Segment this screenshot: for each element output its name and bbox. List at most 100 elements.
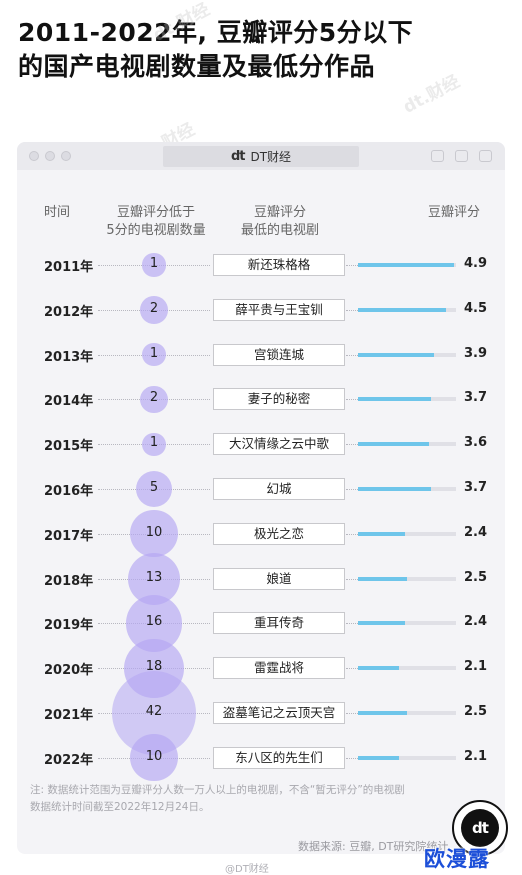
- row-leader-line: [346, 444, 358, 446]
- score-bar: [358, 711, 407, 715]
- score-bar-track: [358, 263, 456, 267]
- row-year-label: 2021年: [44, 708, 94, 723]
- lowest-drama-name: 极光之恋: [213, 522, 345, 545]
- score-bar: [358, 531, 406, 536]
- score-bar-track: [358, 755, 456, 760]
- count-bubble: [130, 734, 178, 782]
- row-year-label: 2017年: [44, 528, 94, 544]
- weibo-handle: @DT财经: [225, 864, 269, 875]
- score-bar-track: [358, 352, 456, 357]
- header-drama-line-2: 最低的电视剧: [240, 223, 319, 238]
- lowest-drama-name: 盗墓笔记之云顶天宫: [213, 702, 345, 724]
- row-leader-line: [346, 265, 358, 266]
- row-leader-line: [346, 668, 358, 670]
- dt-badge-logo: dt: [452, 800, 508, 856]
- window-dot-icon: [45, 151, 55, 161]
- score-bar-track: [358, 621, 456, 626]
- count-bubble: [140, 385, 168, 414]
- score-value: 4.5: [464, 300, 488, 316]
- header-count-line-1: 豆瓣评分低于: [116, 205, 195, 220]
- lowest-drama-name: 娘道: [213, 567, 345, 590]
- row-year-label: 2015年: [44, 439, 94, 455]
- address-bar: dt DT财经: [163, 146, 359, 167]
- count-bubble: [142, 253, 166, 277]
- count-value: 2: [149, 390, 159, 406]
- row-year-label: 2016年: [44, 484, 94, 499]
- row-leader-line: [346, 578, 358, 580]
- count-value: 10: [145, 748, 163, 764]
- count-bubble: [142, 343, 166, 367]
- score-value: 3.6: [464, 435, 488, 451]
- count-bubble: [142, 432, 166, 456]
- count-value: 13: [145, 569, 163, 585]
- lowest-drama-name: 重耳传奇: [213, 612, 345, 635]
- score-bar: [358, 352, 435, 357]
- score-bar: [358, 621, 406, 626]
- header-count: 豆瓣评分低于 5分的电视剧数量: [104, 204, 208, 240]
- row-year-label: 2019年: [44, 618, 94, 634]
- maximize-icon: [455, 150, 468, 162]
- lowest-drama-name: 大汉情缘之云中歌: [213, 433, 345, 456]
- score-bar-track: [358, 666, 456, 671]
- score-value: 3.7: [464, 480, 488, 495]
- count-value: 16: [145, 614, 163, 630]
- title-line-1: 2011-2022年, 豆瓣评分5分以下: [18, 18, 414, 47]
- score-value: 2.5: [464, 704, 488, 719]
- row-leader-line: [346, 354, 358, 356]
- window-dot-icon: [61, 151, 71, 161]
- row-year-label: 2018年: [44, 573, 94, 589]
- title-line-2: 的国产电视剧数量及最低分作品: [18, 52, 376, 81]
- window-titlebar: dt DT财经: [17, 142, 505, 170]
- score-bar: [358, 487, 431, 491]
- footnote-line-2: 数据统计时间截至2022年12月24日。: [30, 801, 210, 813]
- score-value: 2.5: [464, 569, 488, 585]
- score-bar-track: [358, 307, 456, 312]
- score-value: 3.9: [464, 345, 488, 361]
- lowest-drama-name: 宫锁连城: [213, 343, 345, 366]
- score-bar-track: [358, 442, 456, 447]
- score-bar-track: [358, 397, 456, 402]
- score-bar: [358, 755, 400, 760]
- count-bubble: [140, 295, 168, 324]
- header-year: 时间: [44, 205, 71, 220]
- window-dot-icon: [29, 151, 39, 161]
- header-count-line-2: 5分的电视剧数量: [106, 223, 206, 238]
- count-value: 10: [145, 524, 163, 540]
- count-value: 1: [149, 256, 159, 271]
- row-year-label: 2012年: [44, 304, 94, 320]
- header-score: 豆瓣评分: [428, 205, 481, 220]
- row-year-label: 2013年: [44, 349, 94, 365]
- lowest-drama-name: 妻子的秘密: [213, 388, 345, 411]
- score-value: 2.1: [464, 659, 488, 675]
- row-leader-line: [346, 713, 358, 714]
- score-bar: [358, 576, 407, 581]
- count-value: 1: [149, 435, 159, 451]
- close-icon: [479, 150, 492, 162]
- score-value: 3.7: [464, 390, 488, 406]
- score-value: 4.9: [464, 256, 488, 271]
- row-year-label: 2022年: [44, 752, 94, 768]
- lowest-drama-name: 薛平贵与王宝钏: [213, 298, 345, 321]
- count-value: 2: [149, 300, 159, 316]
- row-leader-line: [346, 309, 358, 311]
- score-bar-track: [358, 711, 456, 715]
- row-year-label: 2020年: [44, 663, 94, 679]
- page-title: 2011-2022年, 豆瓣评分5分以下 的国产电视剧数量及最低分作品: [18, 16, 413, 84]
- score-bar: [358, 263, 455, 267]
- lowest-drama-name: 幻城: [213, 478, 345, 500]
- corner-stamp: 欧漫露: [424, 847, 490, 871]
- header-drama: 豆瓣评分 最低的电视剧: [225, 204, 335, 240]
- footnote: 注: 数据统计范围为豆瓣评分人数一万人以上的电视剧，不含“暂无评分”的电视剧 数…: [30, 782, 405, 816]
- data-source: 数据来源: 豆瓣, DT研究院统计: [298, 840, 449, 853]
- dt-badge-icon: dt: [461, 809, 499, 847]
- count-bubble: [127, 552, 181, 605]
- count-value: 5: [149, 480, 159, 495]
- header-drama-line-1: 豆瓣评分: [253, 205, 306, 220]
- count-bubble: [130, 510, 178, 558]
- score-bar: [358, 307, 447, 312]
- lowest-drama-name: 东八区的先生们: [213, 746, 345, 769]
- score-bar: [358, 442, 429, 447]
- row-leader-line: [346, 399, 358, 401]
- score-bar: [358, 666, 400, 671]
- lowest-drama-name: 新还珠格格: [213, 254, 345, 276]
